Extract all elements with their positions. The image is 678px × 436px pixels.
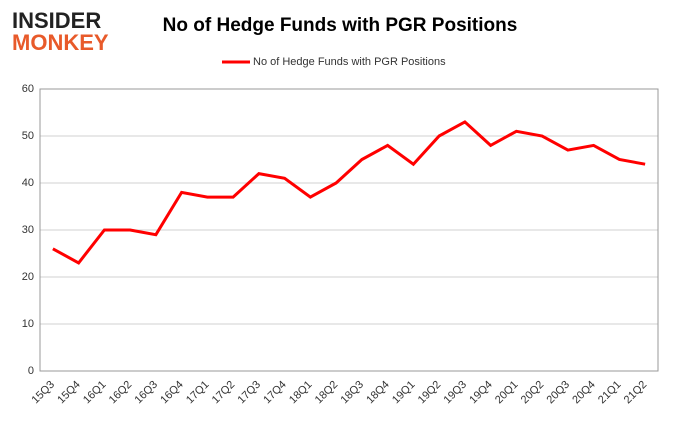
x-tick-label: 18Q1 xyxy=(287,379,315,407)
x-tick-label: 20Q2 xyxy=(519,379,547,407)
x-tick-label: 18Q4 xyxy=(364,379,392,407)
x-tick-label: 17Q1 xyxy=(184,379,212,407)
x-tick-label: 21Q1 xyxy=(596,379,624,407)
x-tick-label: 20Q4 xyxy=(570,379,598,407)
plot-border xyxy=(39,88,659,372)
x-tick-label: 19Q2 xyxy=(416,379,444,407)
y-tick-label: 40 xyxy=(22,177,34,189)
x-tick-label: 17Q3 xyxy=(236,379,264,407)
x-tick-label: 18Q2 xyxy=(313,379,341,407)
y-tick-label: 10 xyxy=(22,318,34,330)
x-tick-label: 19Q1 xyxy=(390,379,418,407)
x-tick-label: 18Q3 xyxy=(339,379,367,407)
x-tick-label: 20Q1 xyxy=(493,379,521,407)
x-tick-label: 21Q2 xyxy=(622,379,650,407)
x-tick-label: 16Q3 xyxy=(133,379,161,407)
series-line xyxy=(52,120,646,265)
y-tick-label: 0 xyxy=(28,365,34,377)
x-tick-label: 15Q4 xyxy=(55,379,83,407)
logo-line1: INSIDER xyxy=(12,8,101,33)
x-tick-label: 16Q4 xyxy=(158,379,186,407)
legend-label: No of Hedge Funds with PGR Positions xyxy=(253,56,446,68)
x-tick-label: 19Q4 xyxy=(467,379,495,407)
y-tick-label: 50 xyxy=(22,130,34,142)
x-tick-label: 19Q3 xyxy=(442,379,470,407)
x-tick-label: 20Q3 xyxy=(545,379,573,407)
x-tick-label: 15Q3 xyxy=(30,379,58,407)
x-tick-label: 17Q2 xyxy=(210,379,238,407)
chart-title: No of Hedge Funds with PGR Positions xyxy=(163,15,518,36)
y-tick-label: 20 xyxy=(22,271,34,283)
x-tick-label: 17Q4 xyxy=(261,379,289,407)
logo-line2: MONKEY xyxy=(12,30,109,55)
x-tick-label: 16Q1 xyxy=(81,379,109,407)
x-tick-label: 16Q2 xyxy=(107,379,135,407)
y-tick-label: 30 xyxy=(22,224,34,236)
y-tick-label: 60 xyxy=(22,83,34,95)
